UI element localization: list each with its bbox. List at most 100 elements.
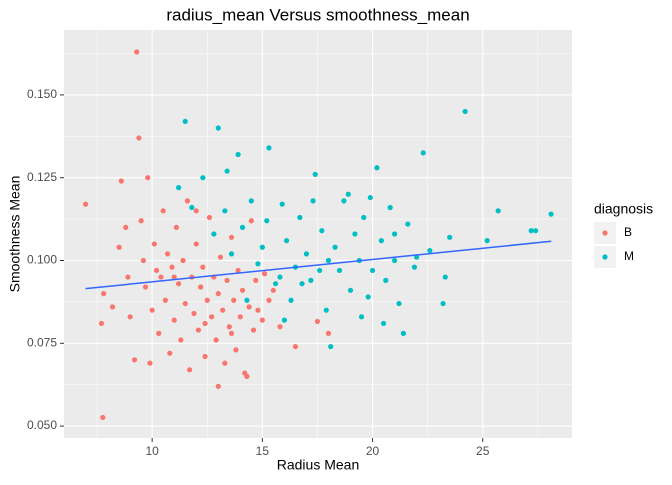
point	[100, 414, 106, 421]
point	[226, 324, 232, 330]
point	[235, 267, 241, 274]
point	[222, 360, 228, 366]
point	[277, 324, 283, 330]
point	[235, 151, 241, 158]
legend-marker	[602, 230, 608, 236]
point	[495, 208, 501, 214]
legend-label: B	[624, 225, 632, 239]
point	[118, 178, 124, 184]
point	[171, 274, 177, 280]
point	[224, 277, 230, 283]
point	[400, 330, 407, 336]
point	[314, 318, 321, 325]
point	[405, 221, 411, 227]
point	[299, 281, 305, 287]
x-axis-label: Radius Mean	[277, 457, 360, 473]
point	[169, 264, 175, 270]
point	[420, 150, 426, 156]
point	[211, 231, 217, 237]
point	[147, 360, 153, 366]
point	[378, 238, 384, 244]
point	[341, 198, 347, 204]
point	[228, 234, 235, 240]
point	[308, 277, 314, 283]
point	[149, 307, 155, 313]
point	[125, 274, 131, 280]
x-tick-label: 15	[256, 444, 270, 458]
point	[374, 165, 380, 171]
point	[116, 244, 122, 250]
point	[176, 281, 182, 287]
point	[352, 231, 358, 237]
point	[259, 244, 265, 250]
point	[427, 247, 433, 254]
point	[202, 353, 208, 360]
point	[140, 257, 146, 264]
point	[533, 228, 539, 234]
point	[266, 297, 272, 303]
x-tick-label: 20	[366, 444, 380, 458]
point	[98, 320, 105, 327]
point	[200, 175, 206, 181]
point	[447, 234, 453, 240]
point	[204, 297, 210, 303]
point	[270, 287, 276, 293]
x-tick-label: 25	[476, 444, 490, 458]
point	[131, 357, 138, 363]
point	[182, 300, 188, 307]
point	[347, 287, 354, 293]
point	[200, 264, 206, 270]
y-tick-label: 0.150	[27, 87, 57, 101]
point	[173, 224, 179, 230]
point	[123, 224, 129, 230]
point	[171, 317, 177, 323]
point	[261, 271, 268, 277]
point	[336, 267, 343, 274]
point	[325, 257, 332, 264]
point	[272, 281, 279, 287]
point	[138, 218, 144, 224]
point	[142, 284, 149, 290]
point	[345, 191, 351, 197]
point	[365, 294, 371, 300]
point	[164, 251, 171, 257]
point	[153, 267, 160, 274]
point	[253, 277, 259, 283]
point	[176, 185, 182, 191]
point	[277, 274, 283, 280]
plot-panel	[64, 30, 572, 438]
point	[158, 274, 164, 280]
chart-title: radius_mean Versus smoothness_mean	[166, 5, 469, 24]
point	[189, 204, 195, 211]
point	[548, 211, 554, 217]
point	[244, 373, 250, 380]
point	[292, 343, 299, 350]
point	[220, 307, 226, 313]
point	[391, 257, 398, 264]
point	[109, 304, 116, 310]
point	[160, 208, 166, 214]
point	[134, 49, 140, 55]
point	[442, 274, 448, 280]
y-tick-label: 0.050	[27, 418, 57, 432]
point	[156, 330, 162, 336]
point	[145, 175, 151, 181]
point	[239, 287, 246, 293]
y-tick-label: 0.100	[27, 253, 57, 267]
legend-marker	[602, 254, 608, 260]
point	[266, 145, 272, 151]
point	[462, 108, 468, 115]
point	[217, 254, 224, 260]
point	[279, 201, 285, 207]
point	[202, 320, 208, 327]
point	[178, 337, 184, 343]
point	[312, 171, 318, 177]
point	[325, 330, 332, 336]
point	[136, 135, 142, 141]
point	[151, 241, 157, 247]
point	[297, 214, 303, 221]
point	[528, 228, 534, 234]
point	[193, 208, 199, 214]
point	[259, 317, 265, 323]
